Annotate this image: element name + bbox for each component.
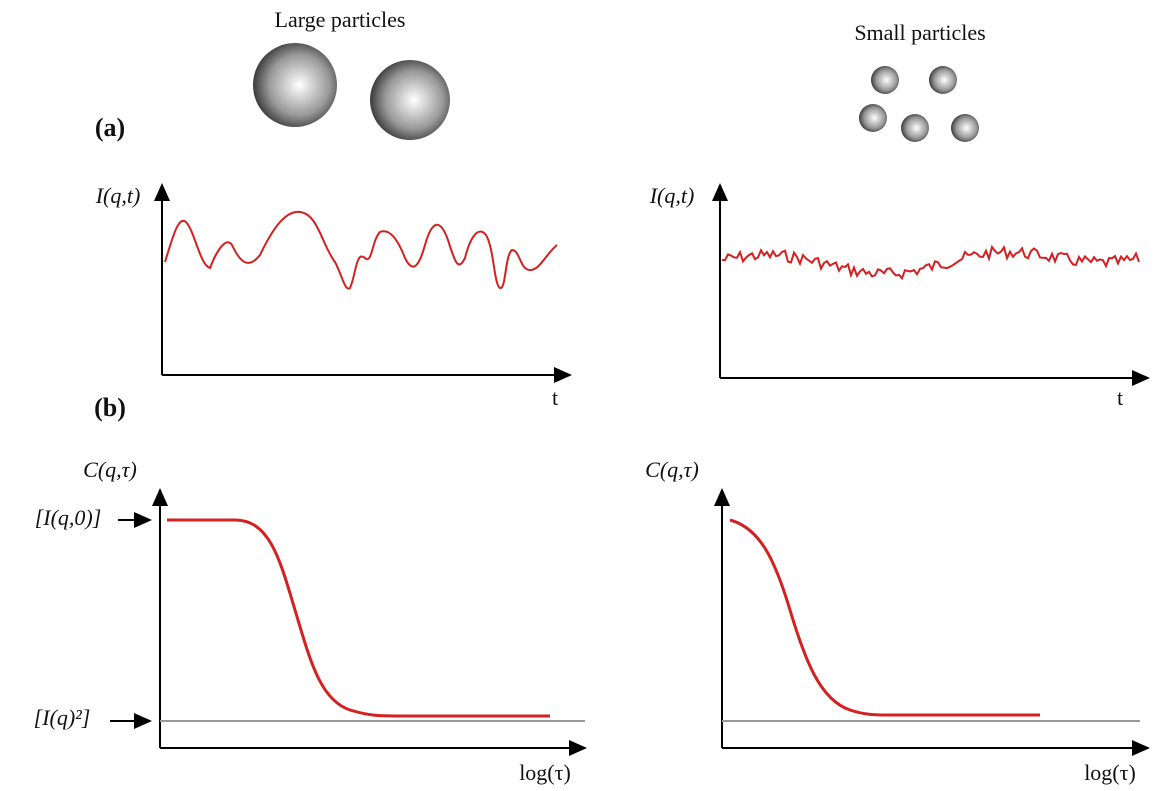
small-particles-label: Small particles: [854, 20, 985, 45]
panel-label: (a): [95, 113, 125, 142]
plot: I(q,t) t: [649, 183, 1150, 410]
y-axis-label: I(q,t): [649, 183, 695, 208]
plot: C(q,τ) log(τ): [645, 457, 1150, 785]
small-particles: [859, 66, 979, 142]
x-axis-label: log(τ): [1084, 760, 1136, 785]
x-axis-label: t: [1117, 385, 1123, 410]
plot: C(q,τ) log(τ) [I(q,0)] [I(q)²]: [34, 457, 587, 785]
large-particles-label: Large particles: [275, 7, 406, 32]
annotation: [I(q)²]: [34, 705, 91, 730]
plot: I(q,t) t: [95, 183, 572, 410]
y-axis-label: I(q,t): [95, 183, 141, 208]
y-axis-label: C(q,τ): [83, 457, 137, 482]
panel-label: (b): [94, 393, 126, 422]
large-particles: [253, 43, 450, 140]
annotation: [I(q,0)]: [35, 505, 102, 530]
x-axis-label: t: [552, 385, 558, 410]
y-axis-label: C(q,τ): [645, 457, 699, 482]
x-axis-label: log(τ): [519, 760, 571, 785]
